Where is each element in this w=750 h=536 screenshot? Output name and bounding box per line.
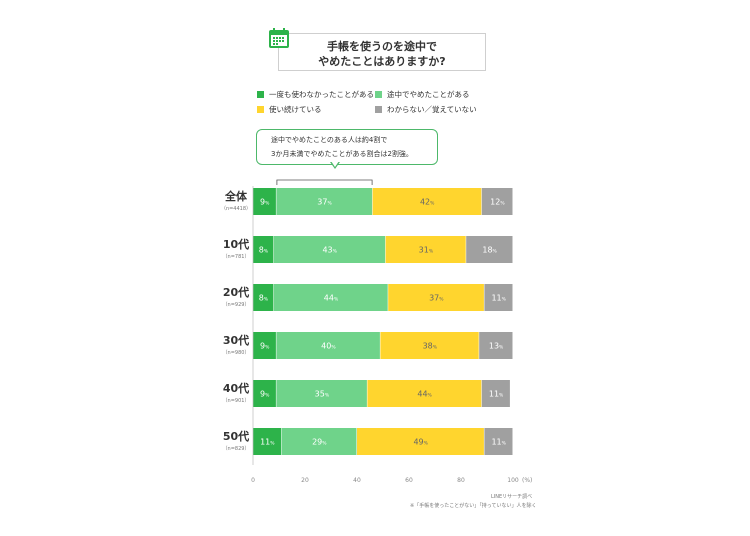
x-tick-label: 100: [507, 477, 519, 484]
data-label: 9%: [260, 198, 270, 207]
legend-swatch: [257, 106, 264, 113]
category-n-label: （n=901）: [223, 398, 250, 404]
callout-tail-inner: [331, 161, 339, 167]
category-n-label: （n=4418）: [221, 206, 251, 212]
legend-item-dont-know: わからない／覚えていない: [375, 104, 477, 115]
bar-segment: [367, 380, 482, 407]
bar-segment: [372, 188, 482, 215]
data-label: 9%: [260, 390, 270, 399]
data-label: 8%: [259, 294, 269, 303]
legend-swatch: [375, 91, 382, 98]
legend-label: 使い続けている: [269, 105, 322, 114]
category-label: 20代: [223, 285, 249, 299]
callout-line1: 途中でやめたことのある人は約4割で: [271, 136, 388, 144]
category-n-label: （n=829）: [223, 446, 250, 452]
bar-segment: [281, 428, 357, 455]
callout-bracket: [276, 179, 373, 185]
category-label: 全体: [224, 189, 248, 203]
data-label: 44%: [324, 294, 339, 303]
data-label: 40%: [321, 342, 336, 351]
source-note: LINEリサーチ調べ: [491, 494, 533, 500]
legend-label: 途中でやめたことがある: [387, 90, 470, 99]
legend-item-quit-midway: 途中でやめたことがある: [375, 89, 470, 100]
data-label: 31%: [419, 246, 434, 255]
bar-segment: [357, 428, 484, 455]
bar-segment: [276, 332, 380, 359]
legend-label: わからない／覚えていない: [387, 105, 477, 114]
category-n-label: （n=781）: [223, 254, 250, 260]
data-label: 12%: [490, 198, 505, 207]
legend-swatch: [375, 106, 382, 113]
bar-segment: [273, 284, 388, 311]
data-label: 18%: [482, 246, 497, 255]
bar-segment: [253, 332, 276, 359]
category-label: 50代: [223, 429, 249, 443]
data-label: 11%: [491, 438, 506, 447]
x-tick-label: 0: [251, 477, 255, 484]
bar-segment: [253, 188, 276, 215]
data-label: 38%: [423, 342, 438, 351]
category-n-label: （n=980）: [223, 350, 250, 356]
bar-segment: [273, 236, 386, 263]
bar-segment: [484, 284, 513, 311]
bar-segment: [466, 236, 513, 263]
legend-label: 一度も使わなかったことがある: [269, 90, 374, 99]
bar-segment: [276, 380, 367, 407]
data-label: 9%: [260, 342, 270, 351]
chart-title-line2: やめたことはありますか?: [318, 55, 446, 68]
data-label: 13%: [489, 342, 504, 351]
data-label: 11%: [491, 294, 506, 303]
legend-swatch: [257, 91, 264, 98]
bar-segment: [481, 380, 510, 407]
data-label: 11%: [489, 390, 504, 399]
data-label: 37%: [317, 198, 332, 207]
data-label: 8%: [259, 246, 269, 255]
data-label: 35%: [315, 390, 330, 399]
x-axis-unit: (%): [522, 477, 532, 484]
category-label: 10代: [223, 237, 249, 251]
callout-bubble: 途中でやめたことのある人は約4割で 3か月未満でやめたことがある割合は2割強。: [256, 129, 438, 165]
bar-segment: [276, 188, 373, 215]
data-label: 43%: [322, 246, 337, 255]
bar-segment: [380, 332, 479, 359]
bar-segment: [479, 332, 513, 359]
calendar-icon: [268, 27, 290, 49]
category-label: 30代: [223, 333, 249, 347]
category-label: 40代: [223, 381, 249, 395]
x-tick-label: 20: [301, 477, 309, 484]
bar-segment: [481, 188, 513, 215]
chart-title-line1: 手帳を使うのを途中で: [327, 40, 437, 53]
category-n-label: （n=929）: [223, 302, 250, 308]
data-label: 11%: [260, 438, 275, 447]
legend-item-never-used: 一度も使わなかったことがある: [257, 89, 374, 100]
bar-segment: [253, 428, 282, 455]
bar-segment: [484, 428, 513, 455]
data-label: 29%: [312, 438, 327, 447]
callout-line2: 3か月未満でやめたことがある割合は2割強。: [271, 150, 413, 158]
title-box: 手帳を使うのを途中で やめたことはありますか?: [278, 33, 486, 71]
data-label: 49%: [413, 438, 428, 447]
bar-segment: [253, 380, 276, 407]
data-label: 42%: [420, 198, 435, 207]
x-tick-label: 40: [353, 477, 361, 484]
data-label: 37%: [429, 294, 444, 303]
footnote: ※「手帳を使ったことがない」「持っていない」人を除く: [410, 503, 537, 509]
bar-segment: [253, 284, 274, 311]
x-tick-label: 80: [457, 477, 465, 484]
data-label: 44%: [417, 390, 432, 399]
bar-segment: [388, 284, 484, 311]
legend-item-still-using: 使い続けている: [257, 104, 322, 115]
bar-segment: [253, 236, 274, 263]
x-tick-label: 60: [405, 477, 413, 484]
bar-segment: [385, 236, 466, 263]
